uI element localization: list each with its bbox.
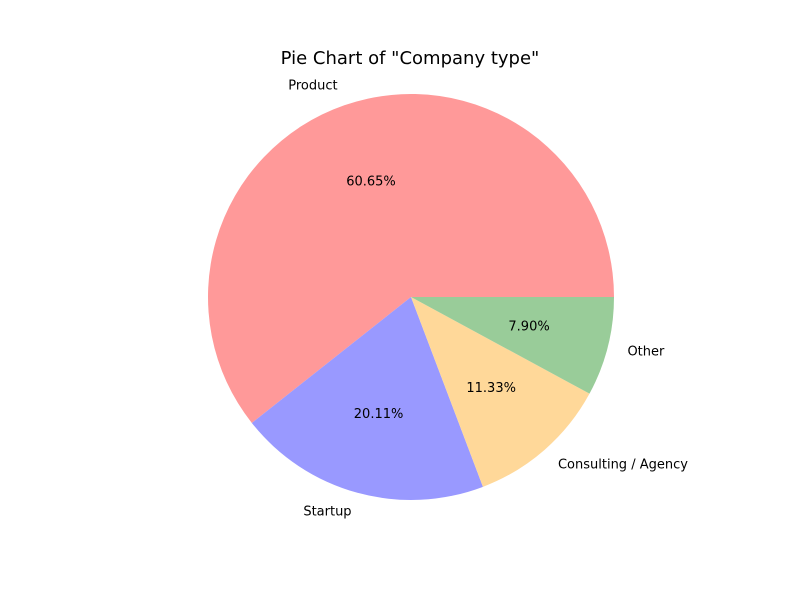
slice-label-startup: Startup xyxy=(303,505,351,520)
pct-label-product: 60.65% xyxy=(346,174,396,189)
pie-slice-startup xyxy=(251,297,483,500)
pie-slice-consulting-agency xyxy=(411,297,590,487)
pct-label-consulting-agency: 11.33% xyxy=(466,381,516,396)
pie-slices xyxy=(207,93,614,500)
slice-label-other: Other xyxy=(627,344,665,359)
chart-title: Pie Chart of "Company type" xyxy=(281,48,540,69)
pct-label-other: 7.90% xyxy=(508,319,549,334)
pct-label-startup: 20.11% xyxy=(354,407,404,422)
pie-labels: Product 60.65% Startup 20.11% Consulting / A… xyxy=(288,79,688,520)
pie-slice-other xyxy=(411,297,614,394)
slice-label-product: Product xyxy=(288,79,337,94)
pie-slice-product xyxy=(207,93,614,423)
slice-label-consulting-agency: Consulting / Agency xyxy=(558,458,688,473)
